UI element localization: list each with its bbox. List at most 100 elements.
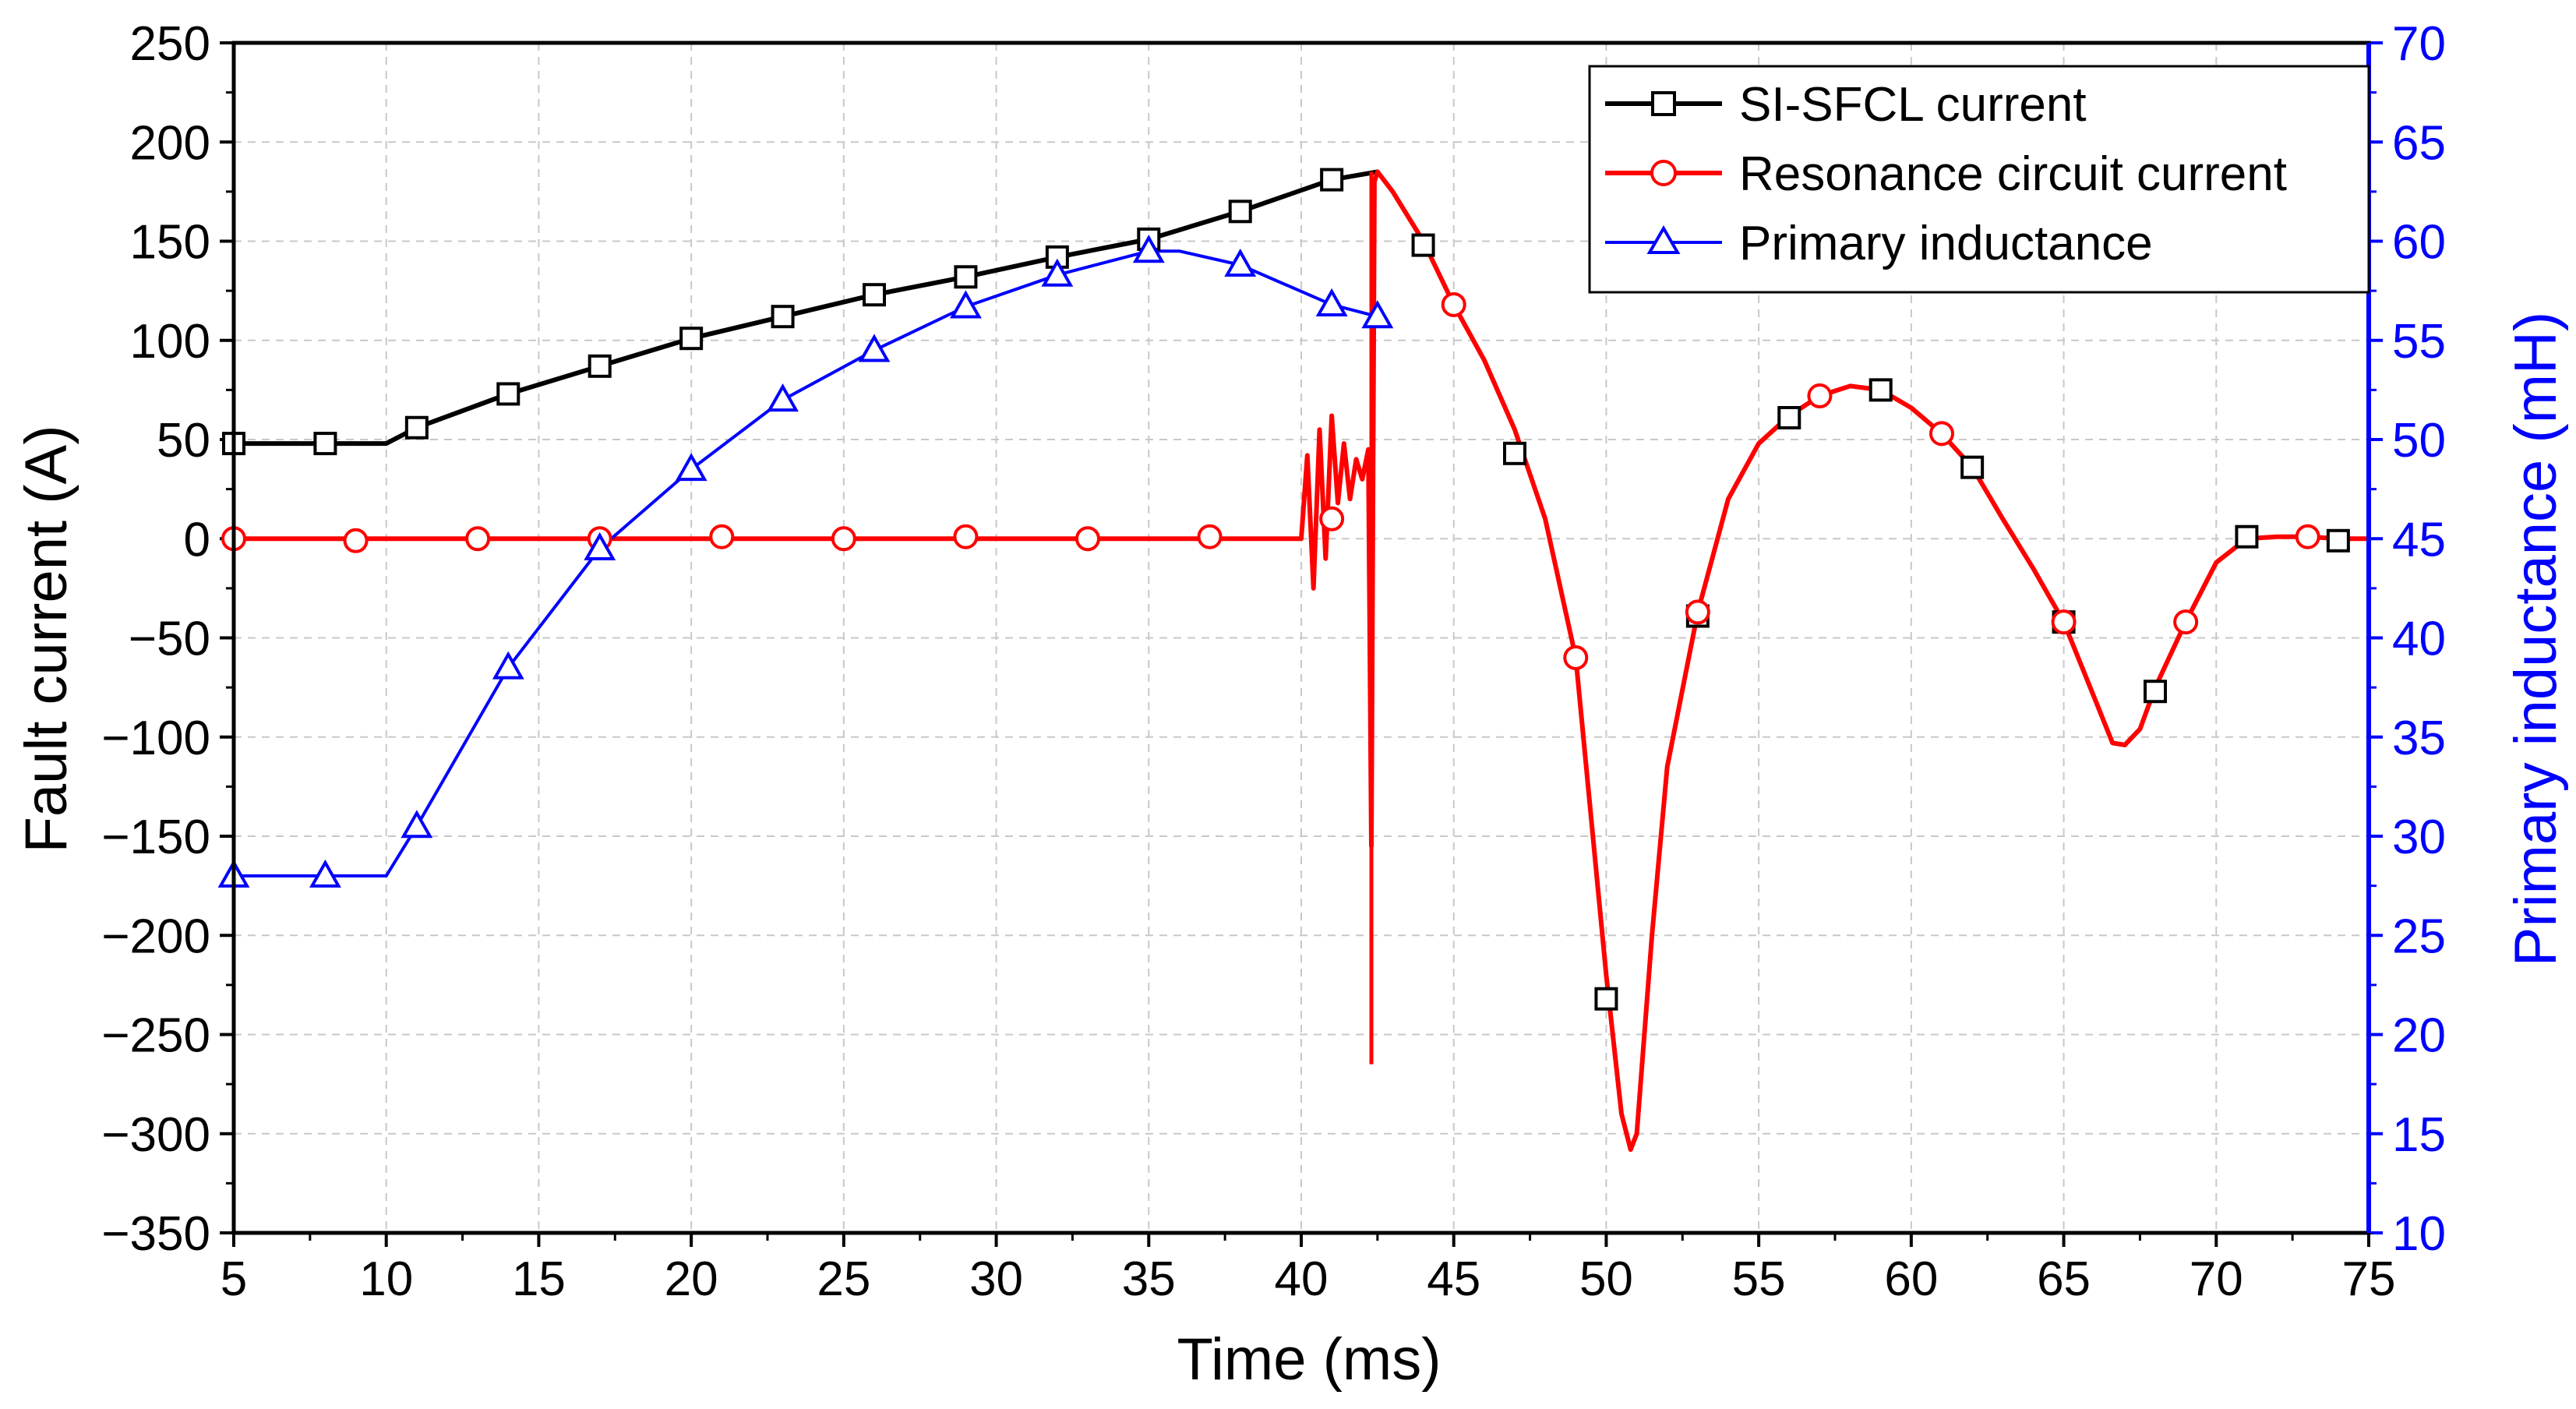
y2-tick-label: 40 <box>2392 613 2446 666</box>
y2-tick-label: 60 <box>2392 216 2446 270</box>
data-point-resonance <box>1685 599 1710 625</box>
data-point-sfcl <box>496 382 520 406</box>
data-point-sfcl <box>313 432 337 456</box>
y-tick-label: −250 <box>101 1009 210 1063</box>
data-point-resonance <box>1441 291 1466 317</box>
x-tick-label: 25 <box>817 1252 870 1306</box>
data-point-sfcl <box>2235 524 2259 549</box>
data-point-inductance <box>949 290 982 319</box>
series-line-inductance <box>234 249 1378 878</box>
y-tick-label: −50 <box>129 613 210 666</box>
data-point-resonance <box>1197 524 1223 549</box>
data-point-sfcl <box>2144 680 2167 704</box>
data-point-resonance <box>953 524 979 549</box>
data-point-sfcl <box>2326 528 2350 553</box>
x-tick-label: 10 <box>359 1252 413 1306</box>
y-tick-label: −200 <box>101 909 210 963</box>
legend-item-sfcl: SI-SFCL current <box>1605 78 2087 132</box>
y2-tick-label: 25 <box>2392 909 2446 963</box>
y-tick-label: 100 <box>130 315 210 369</box>
data-point-resonance <box>1807 383 1833 409</box>
y2-tick-label: 10 <box>2392 1207 2446 1261</box>
data-point-resonance <box>1563 644 1589 670</box>
x-tick-label: 40 <box>1275 1252 1329 1306</box>
data-point-resonance <box>1075 526 1100 552</box>
y-tick-label: −100 <box>101 712 210 765</box>
data-point-inductance <box>492 651 524 680</box>
x-tick-label: 55 <box>1732 1252 1786 1306</box>
data-point-sfcl <box>1594 987 1618 1011</box>
y-tick-label: 250 <box>130 17 210 71</box>
y2-tick-label: 50 <box>2392 414 2446 468</box>
data-point-sfcl <box>1777 406 1801 430</box>
data-point-resonance <box>709 524 735 549</box>
data-point-inductance <box>401 810 433 839</box>
x-tick-label: 15 <box>512 1252 566 1306</box>
x-tick-label: 75 <box>2342 1252 2396 1306</box>
data-point-sfcl <box>771 305 795 329</box>
data-point-inductance <box>584 531 616 560</box>
data-point-inductance <box>309 859 341 888</box>
y2-tick-label: 65 <box>2392 116 2446 170</box>
y-tick-label: 150 <box>130 216 210 270</box>
data-point-inductance <box>1315 288 1348 316</box>
y2-tick-label: 15 <box>2392 1108 2446 1162</box>
data-point-sfcl <box>1228 200 1252 224</box>
x-tick-label: 30 <box>969 1252 1023 1306</box>
data-point-resonance <box>2051 609 2077 635</box>
data-point-resonance <box>465 526 491 552</box>
series-line-resonance <box>234 169 2369 1153</box>
data-point-resonance <box>1319 506 1345 531</box>
series-markers <box>217 168 2350 1011</box>
data-point-sfcl <box>404 415 429 440</box>
y-tick-label: 200 <box>130 116 210 170</box>
data-point-sfcl <box>1411 233 1435 257</box>
y-tick-label: 0 <box>184 513 210 567</box>
x-tick-label: 70 <box>2190 1252 2243 1306</box>
legend-marker-circle <box>1650 160 1677 186</box>
data-point-resonance <box>343 528 369 553</box>
x-tick-label: 35 <box>1122 1252 1176 1306</box>
data-point-sfcl <box>1320 168 1344 192</box>
data-point-sfcl <box>1868 378 1893 402</box>
x-tick-label: 20 <box>665 1252 718 1306</box>
data-point-sfcl <box>588 354 612 378</box>
data-point-sfcl <box>954 265 978 289</box>
data-point-sfcl <box>863 283 886 307</box>
data-point-sfcl <box>679 327 704 351</box>
y-tick-label: −300 <box>101 1108 210 1162</box>
x-tick-label: 50 <box>1579 1252 1633 1306</box>
axis-ticks <box>220 41 2383 1247</box>
y2-tick-label: 35 <box>2392 712 2446 765</box>
data-point-sfcl <box>1503 441 1526 465</box>
y-tick-label: −350 <box>101 1207 210 1261</box>
legend-label-inductance: Primary inductance <box>1739 217 2153 270</box>
legend-label-sfcl: SI-SFCL current <box>1739 78 2087 132</box>
x-tick-label: 65 <box>2037 1252 2091 1306</box>
x-tick-label: 60 <box>1884 1252 1938 1306</box>
legend-item-inductance: Primary inductance <box>1605 217 2153 270</box>
y2-tick-label: 45 <box>2392 513 2446 567</box>
data-point-inductance <box>675 453 708 482</box>
data-point-inductance <box>1224 248 1257 277</box>
legend-label-resonance: Resonance circuit current <box>1739 147 2287 201</box>
data-point-inductance <box>1361 300 1394 329</box>
y-axis-title: Fault current (A) <box>13 425 79 853</box>
data-point-inductance <box>1041 258 1074 287</box>
y2-tick-label: 70 <box>2392 17 2446 71</box>
x-axis-title: Time (ms) <box>1177 1326 1441 1393</box>
legend-marker-square <box>1651 91 1676 116</box>
x-tick-label: 5 <box>221 1252 247 1306</box>
data-point-resonance <box>2295 524 2320 549</box>
data-point-inductance <box>858 334 891 362</box>
y2-axis-title: Primary inductance (mH) <box>2503 312 2569 966</box>
data-point-inductance <box>1132 235 1165 263</box>
y2-tick-label: 55 <box>2392 315 2446 369</box>
data-point-resonance <box>2173 609 2199 635</box>
x-tick-label: 45 <box>1427 1252 1480 1306</box>
legend-marker-triangle <box>1646 225 1681 254</box>
data-point-resonance <box>1929 421 1954 447</box>
data-point-sfcl <box>1960 455 1985 479</box>
data-point-inductance <box>767 383 799 412</box>
y-tick-label: 50 <box>157 414 210 468</box>
